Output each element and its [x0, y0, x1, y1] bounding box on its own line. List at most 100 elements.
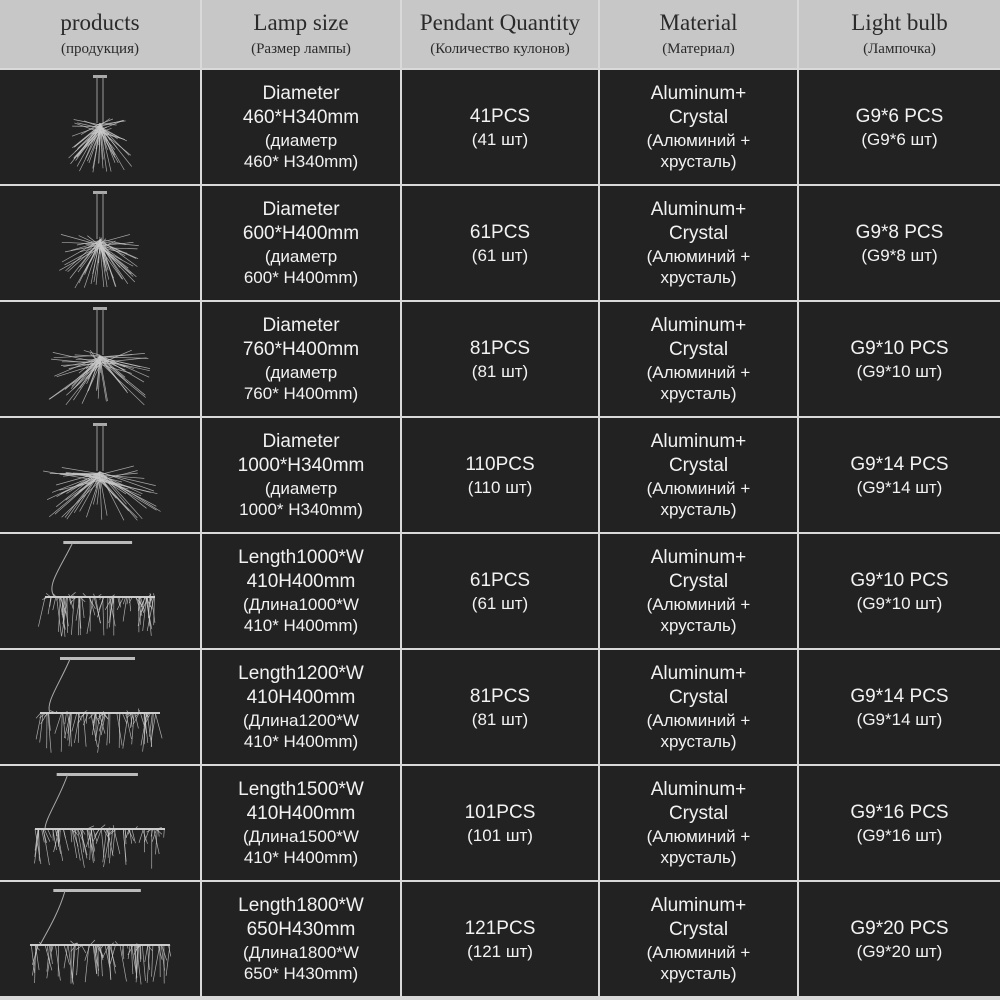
- size-line: Length1000*W: [238, 547, 364, 568]
- material-line-ru: хрусталь): [660, 384, 737, 403]
- product-image-cell: [0, 650, 200, 764]
- material-line-ru: хрусталь): [660, 268, 737, 287]
- size-line: Diameter: [262, 315, 340, 336]
- material-line: Aluminum+: [650, 315, 747, 336]
- pendant-quantity-cell: 101PCS (101 шт): [402, 766, 598, 880]
- material-cell: Aluminum+ Crystal (Алюминий + хрусталь): [600, 418, 797, 532]
- bulb: G9*6 PCS: [855, 105, 944, 127]
- pendant-quantity-cell: 61PCS (61 шт): [402, 534, 598, 648]
- header-cell: Material (Материал): [600, 0, 797, 68]
- size-line: 410H400mm: [246, 803, 356, 824]
- size-line: 460*H340mm: [242, 107, 360, 128]
- lamp-size-cell: Length1800*W 650H430mm (Длина1800*W 650* H4…: [202, 882, 400, 996]
- product-image-cell: [0, 186, 200, 300]
- material-line: Crystal: [668, 339, 729, 360]
- material-line-ru: хрусталь): [660, 500, 737, 519]
- header-cell: Light bulb (Лампочка): [799, 0, 1000, 68]
- chandelier-image: [30, 889, 172, 985]
- quantity: 61PCS: [469, 569, 531, 591]
- quantity-ru: (101 шт): [467, 825, 533, 845]
- material-cell: Aluminum+ Crystal (Алюминий + хрусталь): [600, 534, 797, 648]
- bulb-ru: (G9*10 шт): [856, 593, 943, 613]
- header-title: Lamp size: [253, 10, 349, 35]
- size-line-ru: 760* H400mm): [243, 384, 359, 403]
- size-line-ru: 410* H400mm): [243, 732, 359, 751]
- size-line: Diameter: [262, 199, 340, 220]
- material-line-ru: (Алюминий +: [646, 131, 751, 150]
- quantity: 121PCS: [464, 917, 536, 939]
- size-line: 650H430mm: [246, 919, 356, 940]
- size-line-ru: (Длина1500*W: [243, 827, 359, 846]
- header-cell: Pendant Quantity (Количество кулонов): [402, 0, 598, 68]
- material-line: Crystal: [668, 571, 729, 592]
- quantity: 81PCS: [469, 685, 531, 707]
- product-image-cell: [0, 418, 200, 532]
- material-line-ru: (Алюминий +: [646, 827, 751, 846]
- bulb-ru: (G9*14 шт): [856, 709, 943, 729]
- bulb: G9*14 PCS: [850, 685, 949, 707]
- header-title: Pendant Quantity: [419, 10, 581, 35]
- header-subtitle: (Лампочка): [863, 41, 936, 57]
- size-line-ru: 600* H400mm): [243, 268, 359, 287]
- bulb: G9*20 PCS: [850, 917, 949, 939]
- bulb: G9*10 PCS: [850, 569, 949, 591]
- size-line: 760*H400mm: [242, 339, 360, 360]
- light-bulb-cell: G9*14 PCS (G9*14 шт): [799, 650, 1000, 764]
- size-line-ru: 1000* H340mm): [239, 500, 363, 519]
- material-line: Crystal: [668, 223, 729, 244]
- product-image-cell: [0, 534, 200, 648]
- material-line-ru: (Алюминий +: [646, 711, 751, 730]
- size-line-ru: (Длина1800*W: [243, 943, 359, 962]
- size-line: 1000*H340mm: [237, 455, 365, 476]
- material-cell: Aluminum+ Crystal (Алюминий + хрусталь): [600, 650, 797, 764]
- size-line-ru: 460* H340mm): [243, 152, 359, 171]
- quantity-ru: (41 шт): [471, 129, 529, 149]
- chandelier-image: [35, 657, 163, 753]
- size-line: Length1500*W: [238, 779, 364, 800]
- quantity-ru: (81 шт): [471, 709, 529, 729]
- material-line-ru: (Алюминий +: [646, 479, 751, 498]
- size-line: Length1800*W: [238, 895, 364, 916]
- material-line: Crystal: [668, 455, 729, 476]
- material-line: Aluminum+: [650, 895, 747, 916]
- size-line: 410H400mm: [246, 687, 356, 708]
- material-cell: Aluminum+ Crystal (Алюминий + хрусталь): [600, 70, 797, 184]
- quantity-ru: (61 шт): [471, 245, 529, 265]
- material-line-ru: (Алюминий +: [646, 247, 751, 266]
- header-title: Light bulb: [851, 10, 948, 35]
- quantity-ru: (61 шт): [471, 593, 529, 613]
- bulb-ru: (G9*6 шт): [861, 129, 938, 149]
- material-line: Crystal: [668, 107, 729, 128]
- size-line: Diameter: [262, 431, 340, 452]
- bulb-ru: (G9*10 шт): [856, 361, 943, 381]
- size-line-ru: (Длина1200*W: [243, 711, 359, 730]
- quantity-ru: (110 шт): [467, 477, 533, 497]
- lamp-size-cell: Length1200*W 410H400mm (Длина1200*W 410* H4…: [202, 650, 400, 764]
- material-line: Crystal: [668, 919, 729, 940]
- quantity: 110PCS: [465, 453, 535, 475]
- pendant-quantity-cell: 121PCS (121 шт): [402, 882, 598, 996]
- size-line-ru: (диаметр: [264, 479, 338, 498]
- header-subtitle: (Материал): [662, 41, 735, 57]
- pendant-quantity-cell: 110PCS (110 шт): [402, 418, 598, 532]
- material-line: Aluminum+: [650, 663, 747, 684]
- quantity-ru: (121 шт): [467, 941, 533, 961]
- bulb-ru: (G9*16 шт): [856, 825, 943, 845]
- light-bulb-cell: G9*10 PCS (G9*10 шт): [799, 302, 1000, 416]
- bulb-ru: (G9*20 шт): [856, 941, 943, 961]
- lamp-size-cell: Diameter 600*H400mm (диаметр 600* H400mm): [202, 186, 400, 300]
- quantity-ru: (81 шт): [471, 361, 529, 381]
- material-line: Aluminum+: [650, 547, 747, 568]
- material-line: Crystal: [668, 687, 729, 708]
- product-image-cell: [0, 70, 200, 184]
- bulb: G9*16 PCS: [850, 801, 949, 823]
- quantity: 101PCS: [464, 801, 536, 823]
- material-cell: Aluminum+ Crystal (Алюминий + хрусталь): [600, 186, 797, 300]
- pendant-quantity-cell: 61PCS (61 шт): [402, 186, 598, 300]
- light-bulb-cell: G9*20 PCS (G9*20 шт): [799, 882, 1000, 996]
- bulb-ru: (G9*14 шт): [856, 477, 943, 497]
- material-line: Crystal: [668, 803, 729, 824]
- light-bulb-cell: G9*16 PCS (G9*16 шт): [799, 766, 1000, 880]
- size-line-ru: (диаметр: [264, 131, 338, 150]
